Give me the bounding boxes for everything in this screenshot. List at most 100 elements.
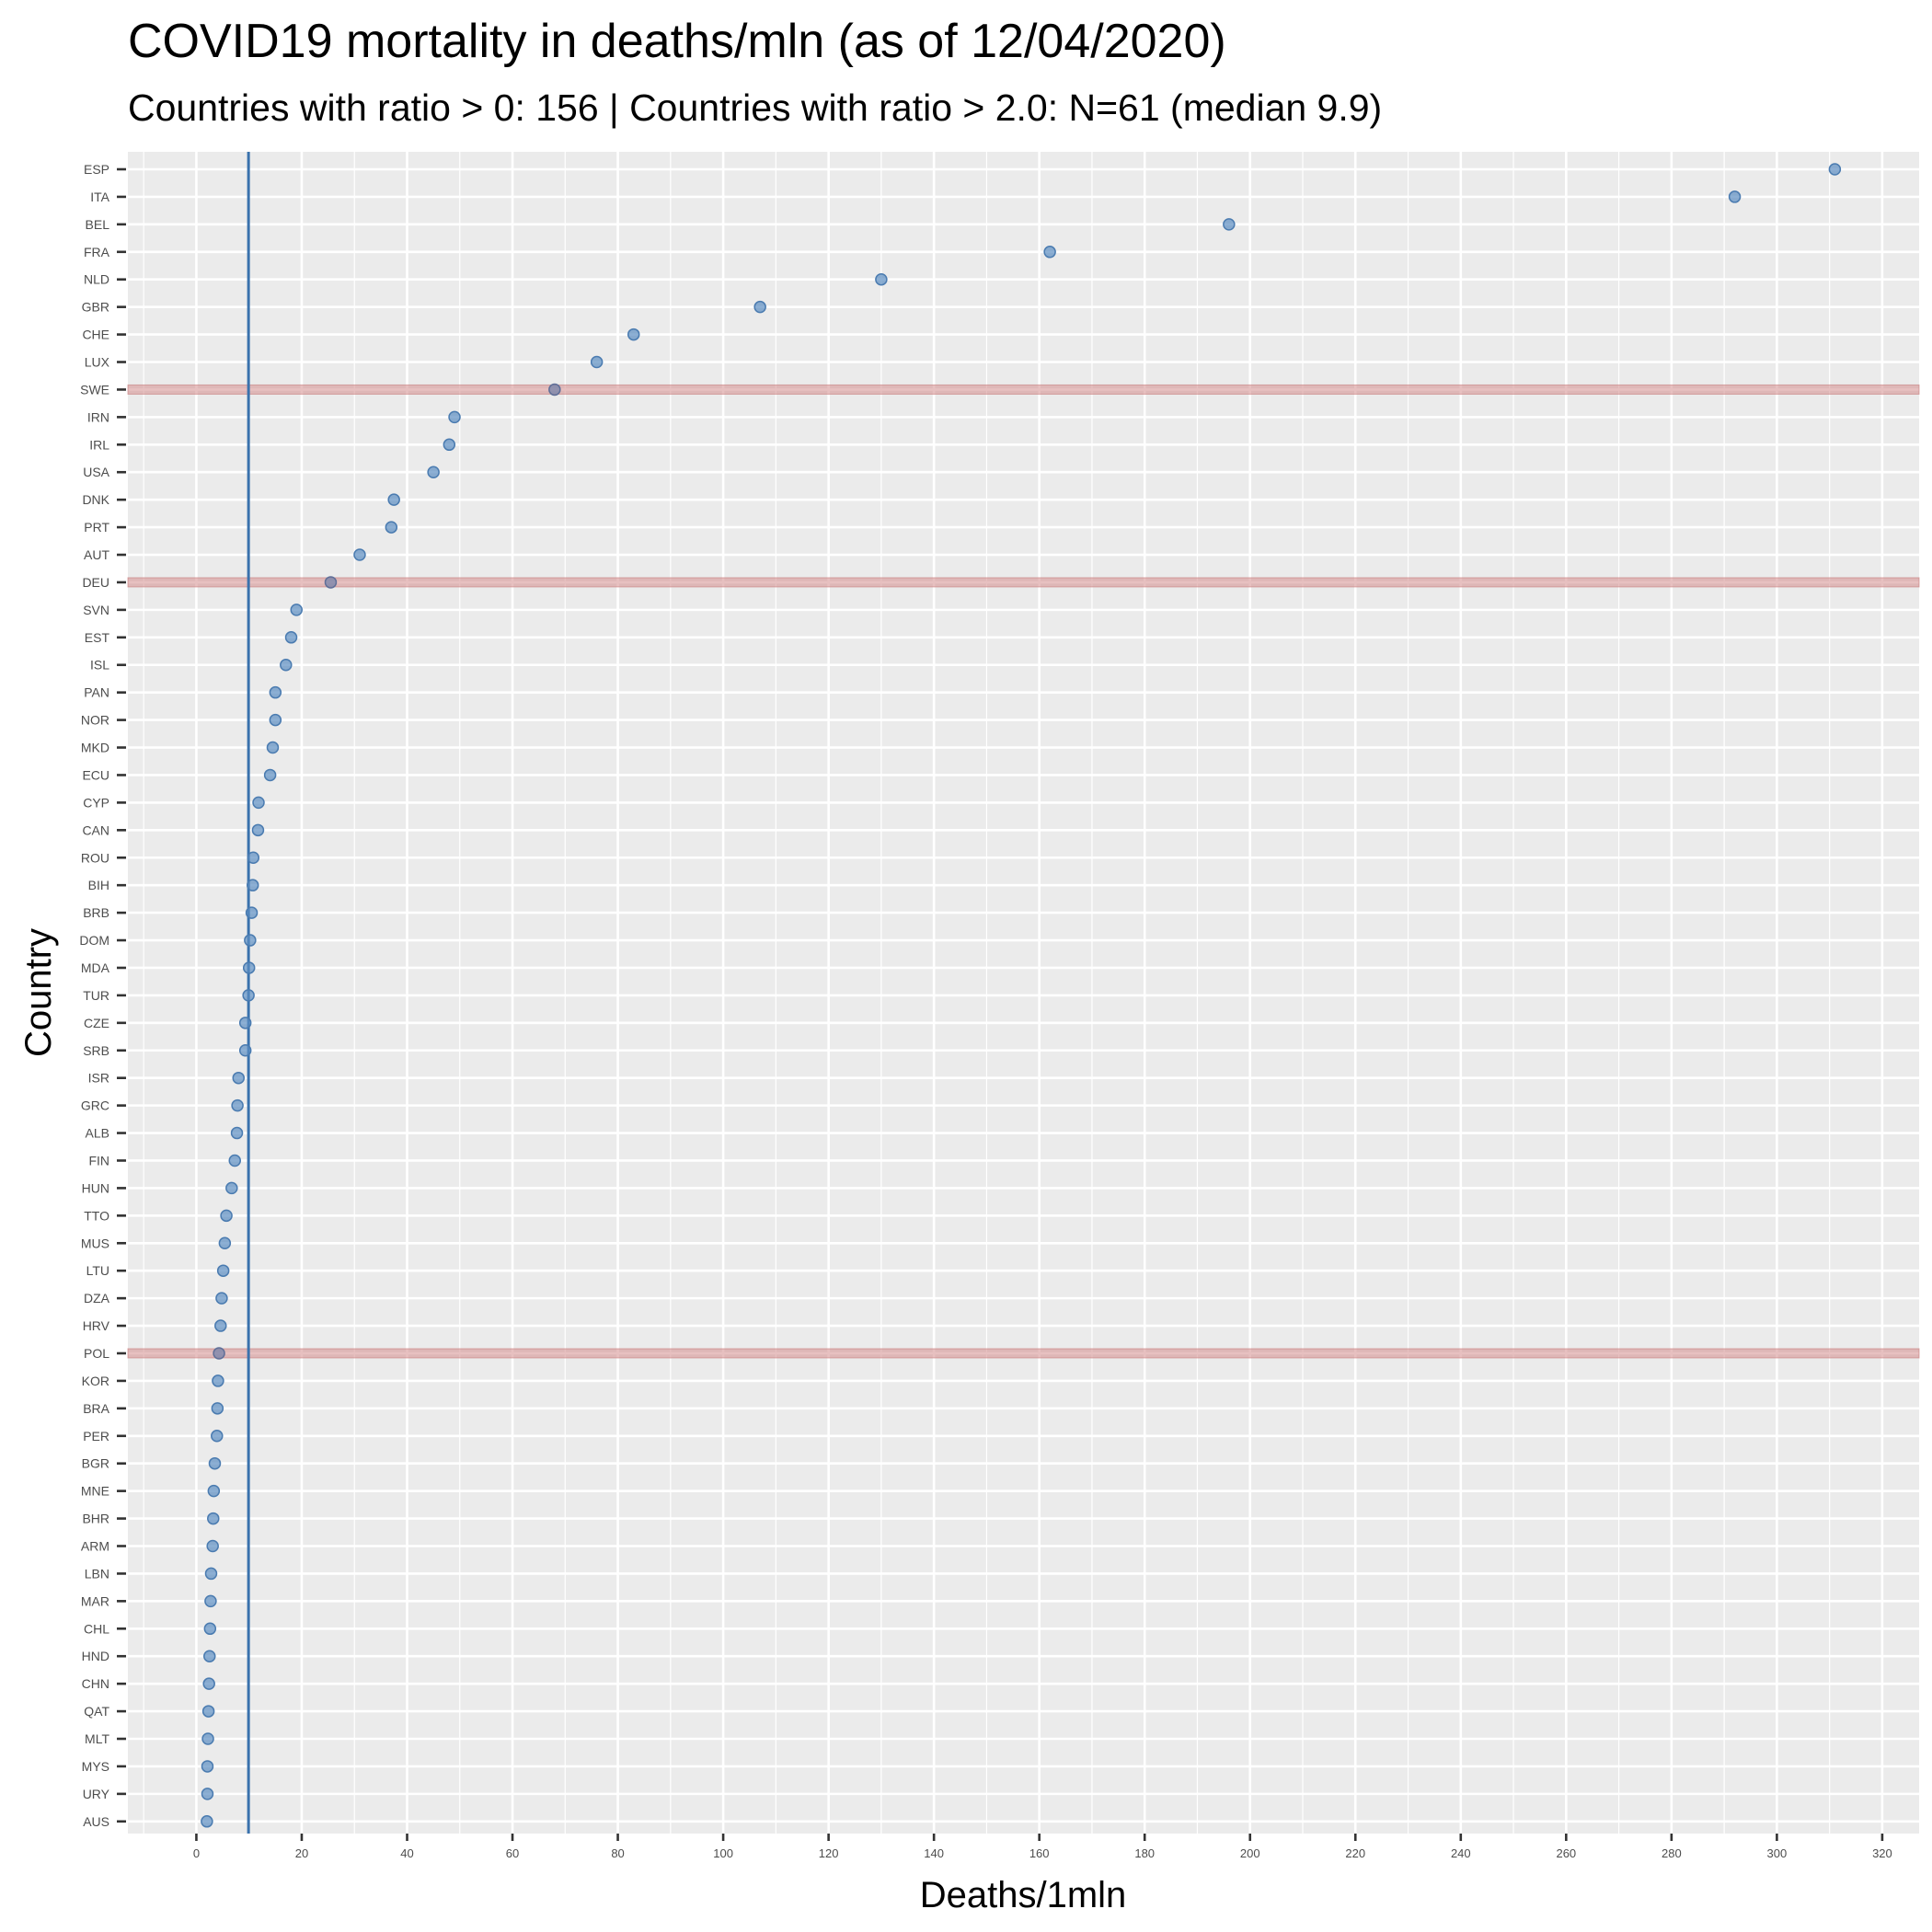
y-tick-label: SVN (83, 603, 109, 617)
data-point-dnk (387, 493, 400, 506)
x-tick-label: 300 (1767, 1846, 1788, 1860)
y-tick-label: LUX (85, 355, 110, 370)
data-point-chl (203, 1622, 217, 1636)
x-tick-label: 80 (611, 1846, 624, 1860)
data-point-ltu (216, 1264, 230, 1277)
highlight-bands (127, 384, 1920, 1359)
y-tick-label: CHN (82, 1676, 109, 1691)
data-point-srb (238, 1044, 252, 1057)
y-tick-label: BGR (82, 1456, 109, 1471)
x-tick-label: 160 (1029, 1846, 1050, 1860)
y-tick-label: SWE (80, 382, 109, 397)
data-point-gbr (753, 300, 766, 314)
y-tick-label: BRA (83, 1401, 109, 1416)
data-point-mda (242, 961, 256, 974)
data-point-grc (231, 1098, 244, 1112)
data-points (201, 163, 1842, 1828)
y-tick-label: ECU (82, 767, 109, 782)
data-point-tur (242, 989, 255, 1002)
y-tick-label: EST (85, 630, 110, 645)
highlight-band-swe (127, 384, 1920, 395)
data-point-qat (201, 1705, 215, 1718)
data-point-dom (244, 934, 257, 947)
x-tick-label: 120 (819, 1846, 839, 1860)
data-point-swe (548, 383, 561, 397)
data-point-hnd (203, 1650, 216, 1662)
data-point-per (211, 1430, 224, 1443)
data-point-rou (247, 851, 260, 864)
data-point-alb (230, 1126, 244, 1140)
data-point-bgr (208, 1456, 222, 1470)
data-point-pol (213, 1347, 225, 1360)
y-tick-label: ITA (90, 190, 109, 204)
x-tick-label: 60 (506, 1846, 519, 1860)
data-point-mne (207, 1484, 221, 1498)
x-tick-label: 40 (400, 1846, 413, 1860)
data-point-ita (1728, 190, 1742, 203)
data-point-mar (204, 1594, 217, 1608)
y-tick-label: BIH (88, 878, 109, 892)
y-tick-label: BHR (82, 1512, 109, 1526)
data-point-bhr (207, 1512, 220, 1525)
x-tick-label: 200 (1240, 1846, 1260, 1860)
y-tick-label: ROU (81, 850, 109, 865)
x-tick-label: 100 (713, 1846, 733, 1860)
y-tick-label: GRC (81, 1098, 109, 1113)
data-point-svn (290, 604, 303, 616)
data-point-can (251, 823, 265, 837)
y-tick-label: GBR (82, 300, 109, 315)
data-point-isr (232, 1071, 246, 1085)
x-tick-label: 220 (1345, 1846, 1365, 1860)
data-point-nld (875, 272, 888, 286)
y-tick-label: AUS (83, 1814, 109, 1829)
y-tick-label: CZE (84, 1016, 109, 1030)
data-point-ury (201, 1788, 214, 1800)
data-point-hrv (214, 1319, 227, 1332)
data-point-bra (211, 1402, 224, 1415)
y-tick-label: SRB (83, 1043, 109, 1058)
y-tick-label: BRB (83, 905, 109, 920)
grid-lines (128, 152, 1919, 1834)
y-tick-label: URY (83, 1787, 110, 1801)
x-tick-label: 240 (1451, 1846, 1471, 1860)
y-tick-label: IRL (89, 437, 109, 452)
y-tick-label: DNK (82, 492, 109, 507)
data-point-irn (448, 410, 461, 424)
data-point-est (284, 631, 298, 644)
data-point-lbn (204, 1567, 218, 1581)
y-tick-label: MYS (82, 1759, 109, 1774)
data-point-bih (246, 879, 259, 891)
data-point-lux (590, 355, 604, 369)
data-point-mus (218, 1236, 232, 1250)
data-point-mlt (201, 1732, 214, 1745)
y-tick-label: PER (83, 1429, 109, 1443)
y-tick-label: NLD (84, 272, 109, 287)
y-tick-label: MNE (81, 1484, 109, 1499)
y-tick-label: LTU (86, 1263, 109, 1278)
y-tick-label: CHE (82, 328, 109, 342)
data-point-aus (201, 1815, 213, 1828)
y-tick-label: BEL (86, 217, 110, 232)
x-tick-label: 0 (193, 1846, 200, 1860)
data-point-aut (353, 548, 366, 561)
x-axis: 0 20 40 60 80 100 120 140 160 180 200 220 240 260 280 3… (193, 1834, 1892, 1860)
x-tick-label: 20 (295, 1846, 308, 1860)
data-point-bel (1223, 218, 1236, 231)
y-axis-title: Country (18, 928, 59, 1057)
y-tick-label: ISL (90, 658, 109, 673)
data-point-arm (206, 1539, 219, 1553)
data-point-prt (385, 521, 398, 534)
x-tick-label: 260 (1556, 1846, 1576, 1860)
data-point-cze (238, 1017, 252, 1029)
data-point-esp (1828, 163, 1842, 176)
y-tick-label: ARM (81, 1539, 109, 1554)
chart-title: COVID19 mortality in deaths/mln (as of 1… (128, 15, 1226, 68)
data-point-ecu (263, 768, 277, 782)
y-tick-label: MDA (81, 960, 110, 975)
data-point-fra (1043, 246, 1056, 259)
y-tick-label: TTO (84, 1208, 109, 1223)
data-point-tto (220, 1209, 233, 1223)
y-tick-label: MAR (81, 1593, 109, 1608)
highlight-band-deu (127, 577, 1920, 588)
